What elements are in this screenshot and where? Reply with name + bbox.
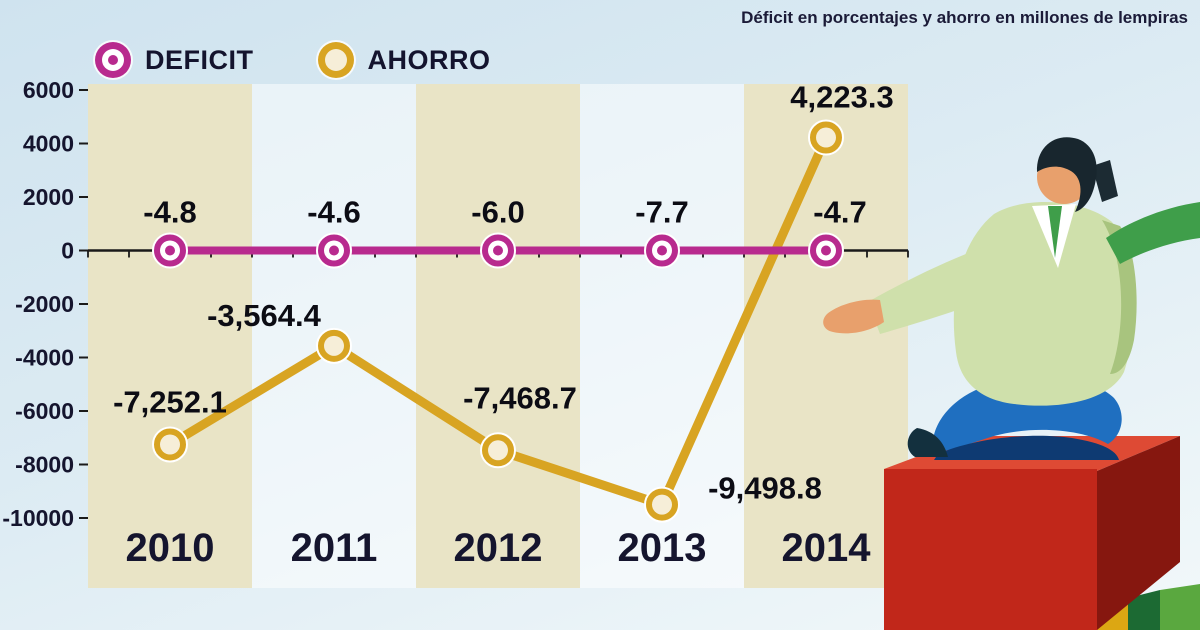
year-label: 2014	[782, 526, 872, 570]
deficit-point-marker-dot	[165, 245, 175, 256]
year-band	[744, 84, 908, 588]
deficit-value-label: -7.7	[635, 195, 688, 230]
y-axis-tick-label: -4000	[15, 345, 74, 371]
deficit-marker-dot	[108, 55, 118, 65]
ahorro-point-marker-inner	[816, 127, 836, 148]
ahorro-value-label: 4,223.3	[790, 80, 893, 115]
year-band	[88, 84, 252, 588]
year-band	[416, 84, 580, 588]
legend-item-deficit: DEFICIT	[95, 42, 254, 78]
year-label: 2011	[291, 526, 378, 570]
y-axis-tick-label: -8000	[15, 452, 74, 478]
chart-legend: DEFICIT AHORRO	[95, 42, 491, 78]
ahorro-marker-icon	[317, 42, 354, 78]
y-axis-tick-label: -6000	[15, 398, 74, 424]
y-axis-tick-label: 0	[61, 238, 74, 264]
year-label: 2012	[454, 526, 543, 570]
legend-label-deficit: DEFICIT	[145, 44, 254, 75]
year-label: 2013	[618, 526, 707, 570]
ahorro-value-label: -3,564.4	[207, 298, 322, 333]
ahorro-value-label: -7,252.1	[113, 384, 227, 419]
y-axis-tick-label: -2000	[15, 291, 74, 317]
deficit-point-marker-dot	[493, 245, 503, 256]
ahorro-point-marker-inner	[488, 440, 508, 461]
deficit-point-marker-dot	[329, 245, 339, 256]
deficit-value-label: -4.7	[813, 195, 866, 230]
y-axis-tick-label: 4000	[23, 131, 74, 157]
y-axis-tick-label: 2000	[23, 184, 74, 210]
deficit-value-label: -6.0	[471, 195, 524, 230]
ahorro-point-marker-inner	[160, 434, 180, 455]
ahorro-point-marker-inner	[652, 494, 672, 515]
deficit-marker-icon	[95, 42, 131, 78]
legend-item-ahorro: AHORRO	[317, 42, 491, 78]
legend-label-ahorro: AHORRO	[367, 44, 491, 75]
deficit-point-marker-dot	[821, 245, 831, 256]
ahorro-value-label: -7,468.7	[463, 380, 577, 415]
ahorro-point-marker-inner	[324, 335, 344, 356]
ahorro-value-label: -9,498.8	[708, 471, 822, 506]
year-label: 2010	[126, 526, 215, 570]
deficit-value-label: -4.8	[143, 195, 196, 230]
y-axis-tick-label: -10000	[2, 505, 74, 531]
chart-subtitle: Déficit en porcentajes y ahorro en millo…	[741, 8, 1188, 27]
deficit-value-label: -4.6	[307, 195, 360, 230]
ahorro-marker-inner	[324, 49, 347, 71]
y-axis-tick-label: 6000	[23, 77, 74, 103]
deficit-point-marker-dot	[657, 245, 667, 256]
